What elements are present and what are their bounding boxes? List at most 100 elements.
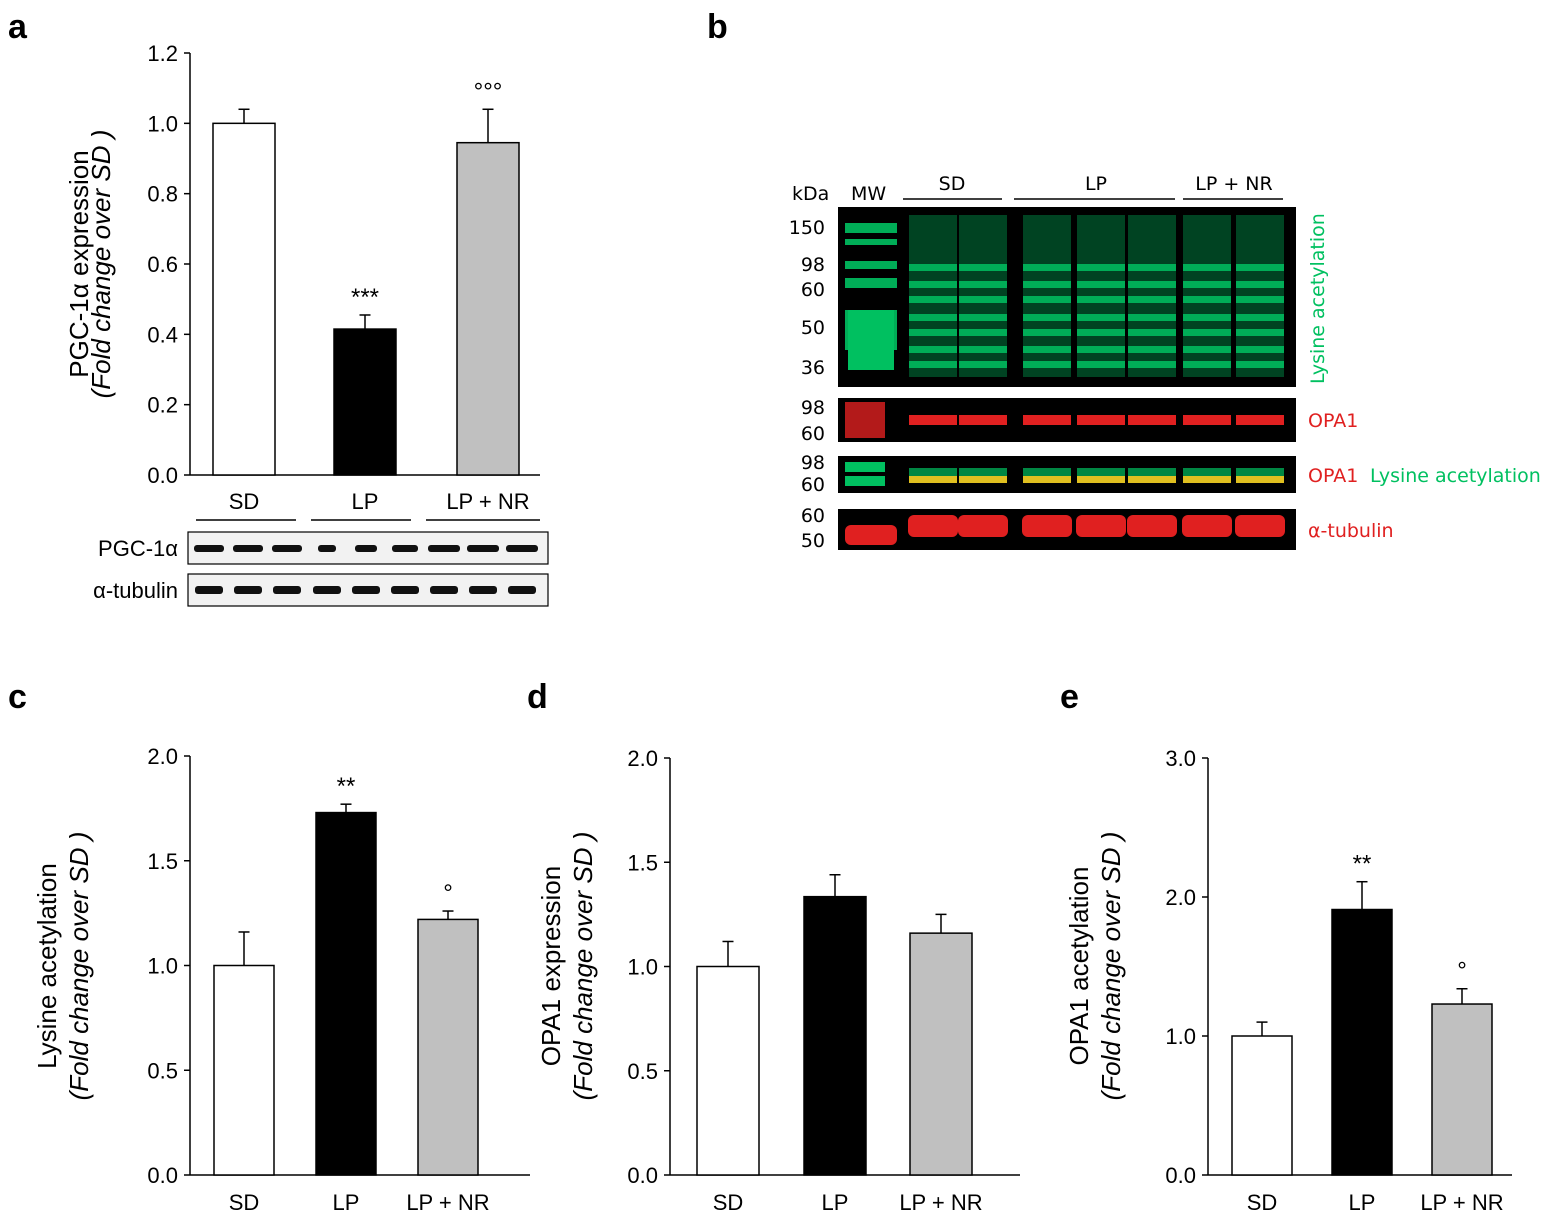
acetyl-band: [959, 314, 1007, 321]
acetyl-band: [1128, 329, 1176, 336]
y-tick-label: 0.8: [147, 182, 178, 207]
bar-lpnr: [456, 141, 520, 476]
acetyl-band: [1128, 361, 1176, 368]
acetyl-band: [1023, 314, 1071, 321]
category-label: SD: [1247, 1190, 1278, 1215]
acetyl-band: [1128, 346, 1176, 353]
blot-band: [352, 586, 380, 594]
y-tick-label: 1.0: [627, 955, 658, 980]
acetyl-band: [959, 296, 1007, 303]
chart-d: 0.0 0.5 1.0 1.5 2.0 SD LP LP + NR OPA1 expressio…: [536, 746, 1020, 1215]
category-label: LP: [822, 1190, 849, 1215]
blot-band: [195, 586, 223, 594]
tubulin-band: [1022, 515, 1072, 537]
category-label: LP + NR: [899, 1190, 982, 1215]
y-tick-label: 2.0: [1165, 885, 1196, 910]
merge-band-green: [1128, 468, 1176, 476]
acetyl-band: [1023, 361, 1071, 368]
y-axis-label-units: (Fold change over SD ): [568, 832, 598, 1101]
acetyl-band: [909, 264, 957, 271]
ladder-band: [845, 462, 885, 472]
label-alpha-tubulin: α-tubulin: [1308, 520, 1394, 542]
marker-opa1-98: 98: [801, 397, 825, 419]
label-opa1: OPA1: [1308, 410, 1358, 432]
tubulin-band: [1182, 515, 1232, 537]
blot-band: [391, 586, 419, 594]
acetyl-band: [1023, 281, 1071, 288]
significance-marker: °: [1457, 958, 1467, 985]
acetyl-band: [1077, 264, 1125, 271]
panel-label-b: b: [707, 8, 728, 46]
bar-sd: [1231, 1035, 1293, 1176]
acetyl-band: [1023, 329, 1071, 336]
marker-merge-98: 98: [801, 452, 825, 474]
tubulin-band: [1127, 515, 1177, 537]
y-tick-label: 2.0: [147, 744, 178, 769]
acetyl-band: [1023, 296, 1071, 303]
acetyl-band: [1236, 314, 1284, 321]
kda-label: kDa: [792, 183, 829, 205]
blot-band: [355, 545, 377, 552]
marker-tub-50: 50: [801, 530, 825, 552]
acetyl-band: [1236, 329, 1284, 336]
bar-lpnr: [1431, 1003, 1493, 1176]
acetyl-band: [959, 264, 1007, 271]
y-tick-label: 0.0: [147, 463, 178, 488]
chart-a: 0.0 0.2 0.4 0.6 0.8 1.0 1.2 SD *** LP °°° LP + NR PG…: [64, 41, 540, 514]
bar-sd: [213, 964, 275, 1176]
marker-36: 36: [801, 357, 825, 379]
blot-label-tubulin-a: α-tubulin: [93, 578, 178, 603]
acetyl-band: [1183, 314, 1231, 321]
significance-marker: ***: [351, 284, 379, 311]
blot-band: [233, 545, 263, 552]
acetyl-band: [909, 346, 957, 353]
blot-band: [467, 545, 499, 552]
acetyl-band: [1236, 296, 1284, 303]
bar-sd: [212, 122, 276, 476]
tubulin-band: [958, 515, 1008, 537]
panel-label-a: a: [8, 8, 28, 46]
bar-lpnr: [417, 918, 479, 1176]
panel-label-c: c: [8, 678, 27, 716]
merge-band-yellow: [959, 476, 1007, 483]
merge-band-green: [1236, 468, 1284, 476]
opa1-band: [1128, 415, 1176, 425]
merge-band-yellow: [1236, 476, 1284, 483]
merge-band-yellow: [1128, 476, 1176, 483]
acetyl-band: [1023, 264, 1071, 271]
opa1-band: [1183, 415, 1231, 425]
y-tick-label: 0.0: [147, 1163, 178, 1188]
blot-band: [273, 586, 301, 594]
opa1-band: [909, 415, 957, 425]
acetyl-band: [1236, 346, 1284, 353]
bar-lp: [315, 811, 377, 1176]
acetyl-band: [1236, 281, 1284, 288]
acetyl-band: [1128, 281, 1176, 288]
y-tick-label: 1.0: [147, 111, 178, 136]
merge-band-green: [1077, 468, 1125, 476]
acetyl-band: [959, 281, 1007, 288]
merge-band-green: [1023, 468, 1071, 476]
acetyl-band: [959, 329, 1007, 336]
acetyl-band: [909, 314, 957, 321]
category-label: LP + NR: [446, 489, 529, 514]
marker-merge-60: 60: [801, 474, 825, 496]
blot-band: [508, 586, 536, 594]
merge-band-yellow: [1023, 476, 1071, 483]
blot-band: [392, 545, 418, 552]
y-tick-label: 0.4: [147, 322, 178, 347]
chart-c: 0.0 0.5 1.0 1.5 2.0 SD ** LP ° LP + NR Lysine acet…: [32, 744, 530, 1215]
opa1-band: [959, 415, 1007, 425]
group-label-lpnr-b: LP + NR: [1195, 173, 1272, 195]
acetyl-band: [1236, 361, 1284, 368]
blot-band: [194, 545, 224, 552]
y-tick-label: 0.0: [627, 1163, 658, 1188]
bar-lp: [333, 328, 397, 476]
y-tick-label: 1.5: [627, 850, 658, 875]
ladder-band: [845, 223, 897, 233]
y-tick-label: 0.0: [1165, 1163, 1196, 1188]
category-label: SD: [713, 1190, 744, 1215]
marker-50: 50: [801, 317, 825, 339]
y-tick-label: 0.5: [147, 1058, 178, 1083]
